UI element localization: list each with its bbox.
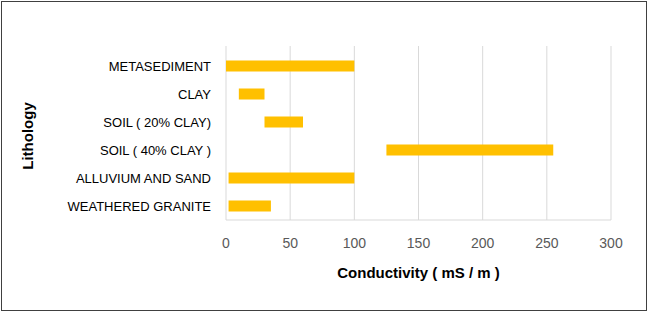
grid-line xyxy=(418,46,419,220)
bars xyxy=(226,61,553,212)
x-axis-title: Conductivity ( mS / m ) xyxy=(337,264,500,281)
category-label: CLAY xyxy=(178,87,211,102)
tick-label: 200 xyxy=(471,235,495,251)
grid-line xyxy=(354,46,355,220)
tick-label: 50 xyxy=(282,235,298,251)
chart-frame xyxy=(2,2,647,311)
range-bar xyxy=(386,145,553,156)
range-bar xyxy=(239,89,265,100)
y-axis-title: Lithology xyxy=(19,102,36,170)
range-bar xyxy=(229,201,271,212)
range-bar xyxy=(226,61,354,72)
range-bar xyxy=(265,117,304,128)
grid-line xyxy=(226,46,227,220)
tick-label: 150 xyxy=(407,235,431,251)
grid-line xyxy=(290,46,291,220)
category-label: SOIL ( 20% CLAY) xyxy=(103,115,211,130)
tick-label: 250 xyxy=(535,235,559,251)
category-label: ALLUVIUM AND SAND xyxy=(76,171,211,186)
tick-label: 0 xyxy=(222,235,230,251)
category-label: METASEDIMENT xyxy=(109,59,211,74)
tick-label: 100 xyxy=(343,235,367,251)
grid-line xyxy=(611,46,612,220)
category-label: WEATHERED GRANITE xyxy=(68,199,212,214)
tick-label: 300 xyxy=(599,235,623,251)
grid-line xyxy=(482,46,483,220)
grid-line xyxy=(546,46,547,220)
x-axis-line xyxy=(226,220,611,221)
grid xyxy=(226,46,611,220)
category-label: SOIL ( 40% CLAY ) xyxy=(100,143,211,158)
range-bar xyxy=(229,173,355,184)
chart: 0 50 100 150 200 250 300 METASEDIMENT CLAY SOIL (… xyxy=(0,0,649,313)
